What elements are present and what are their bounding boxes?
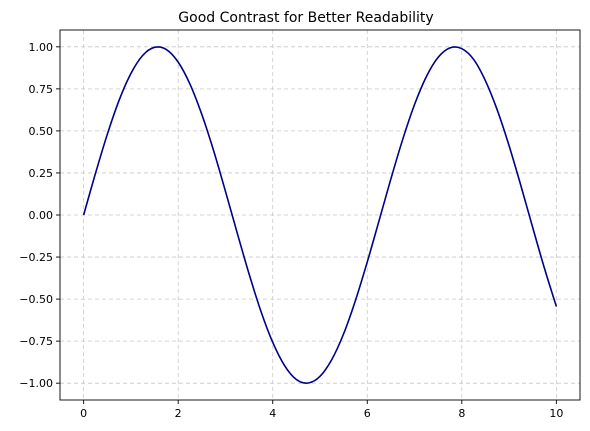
y-tick-label: −0.25: [19, 251, 53, 264]
x-tick-label: 2: [175, 407, 182, 420]
y-tick-label: −0.50: [19, 293, 53, 306]
series-layer: [82, 46, 558, 384]
chart-title: Good Contrast for Better Readability: [178, 10, 433, 26]
x-tick-label: 8: [458, 407, 465, 420]
y-axis: 1.00 0.75 0.50 0.25 0.00 −0.25 −0.50 −0.75 −1.00: [19, 41, 60, 390]
y-tick-label: −1.00: [19, 377, 53, 390]
x-tick-label: 4: [269, 407, 276, 420]
series-line-0: [82, 46, 558, 384]
y-tick-label: 0.50: [29, 125, 54, 138]
grid: [60, 30, 580, 400]
y-tick-label: −0.75: [19, 335, 53, 348]
x-tick-label: 10: [549, 407, 563, 420]
x-tick-label: 0: [80, 407, 87, 420]
x-tick-label: 6: [364, 407, 371, 420]
y-tick-label: 1.00: [29, 41, 54, 54]
y-tick-label: 0.00: [29, 209, 54, 222]
x-axis: 0 2 4 6 8 10: [80, 400, 563, 420]
y-tick-label: 0.25: [29, 167, 54, 180]
y-tick-label: 0.75: [29, 83, 54, 96]
